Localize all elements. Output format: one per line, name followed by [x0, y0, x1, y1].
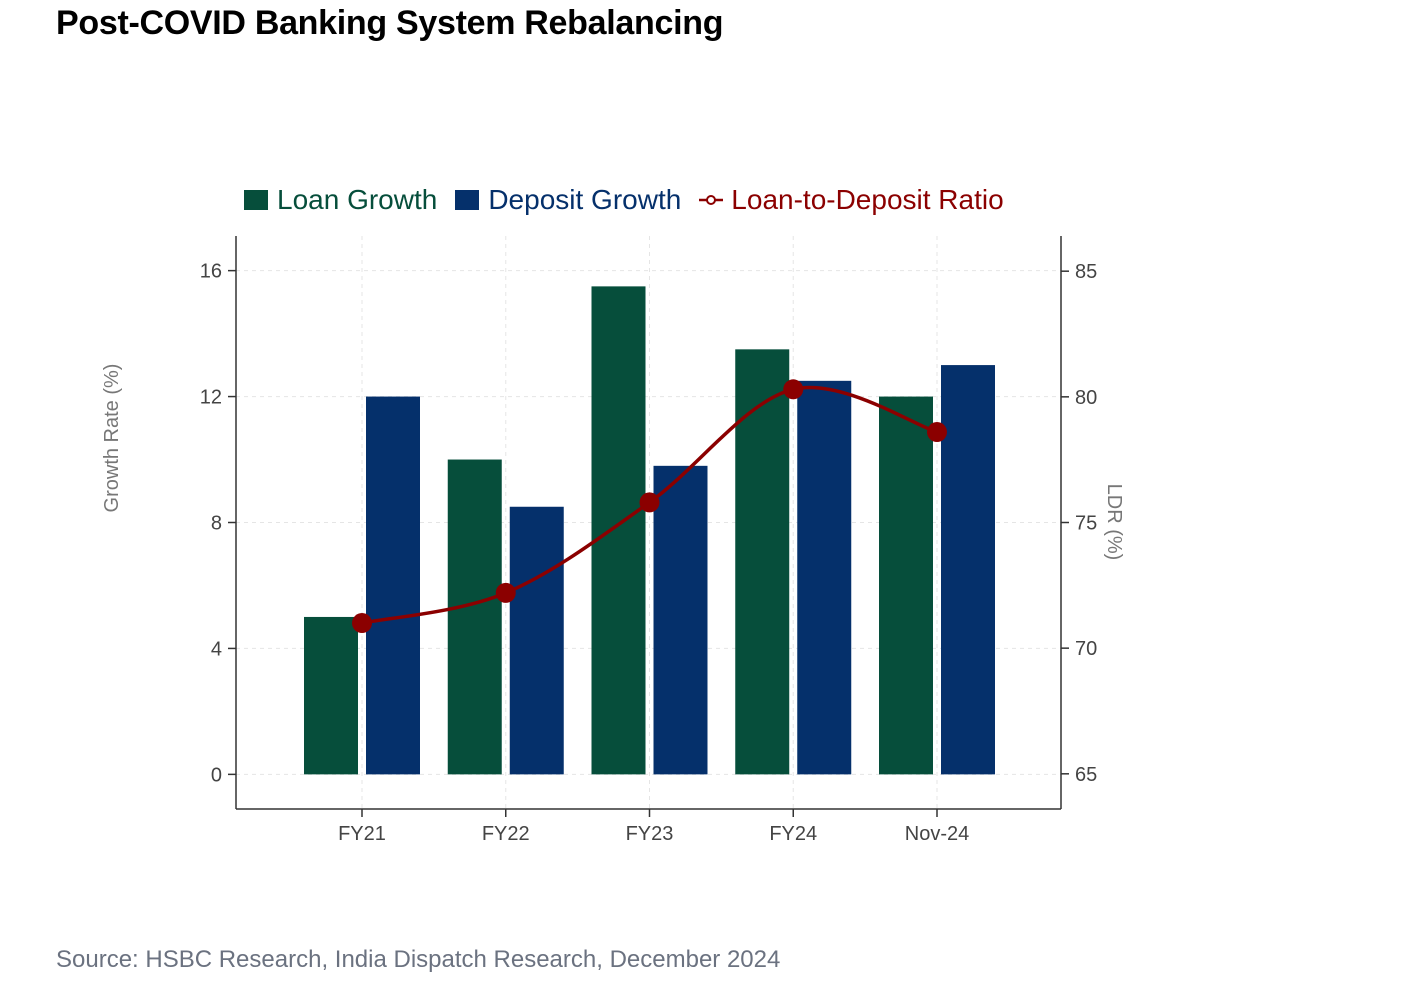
legend-swatch-loan-growth — [244, 190, 268, 210]
x-tick-label: FY23 — [626, 823, 674, 845]
bar-loan-growth — [591, 286, 646, 775]
y-tick-label-left: 16 — [200, 261, 222, 283]
x-tick-label: FY24 — [769, 823, 817, 845]
axes — [228, 236, 1069, 817]
axis-labels: 0 4 8 12 16 65 70 75 80 85 FY21 FY22 FY23 FY24 Nov-24 G… — [101, 261, 1125, 845]
legend-swatch-ldr — [699, 190, 724, 210]
bar-deposit-growth — [941, 365, 995, 775]
bar-deposit-growth — [797, 380, 852, 775]
y-axis-title-left: Growth Rate (%) — [101, 364, 123, 513]
legend-label-loan-growth: Loan Growth — [277, 184, 438, 215]
ldr-point — [927, 422, 947, 443]
bar-loan-growth — [879, 396, 933, 775]
ldr-line-layer — [352, 379, 947, 634]
ldr-point — [783, 379, 804, 400]
legend-label-ldr: Loan-to-Deposit Ratio — [731, 184, 1004, 215]
page-title: Post-COVID Banking System Rebalancing — [56, 4, 724, 42]
bar-loan-growth — [304, 616, 358, 775]
x-tick-label: FY22 — [482, 823, 530, 845]
bar-deposit-growth — [366, 396, 420, 775]
y-tick-label-right: 65 — [1075, 764, 1097, 786]
legend-item-ldr: Loan-to-Deposit Ratio — [699, 184, 1004, 216]
gridlines — [236, 236, 1061, 809]
bar-deposit-growth — [653, 465, 708, 775]
x-tick-label: Nov-24 — [905, 823, 969, 845]
ldr-point — [495, 582, 516, 603]
y-tick-label-right: 75 — [1075, 513, 1097, 535]
y-axis-title-right: LDR (%) — [1103, 484, 1125, 561]
y-tick-label-left: 8 — [211, 513, 222, 535]
bar-deposit-growth — [509, 506, 564, 775]
y-tick-label-right: 70 — [1075, 638, 1097, 660]
legend-label-deposit-growth: Deposit Growth — [488, 184, 682, 215]
y-tick-label-left: 0 — [211, 764, 222, 786]
bar-loan-growth — [735, 349, 790, 775]
bar-loan-growth — [447, 459, 502, 775]
legend-item-loan-growth: Loan Growth — [244, 184, 437, 216]
y-tick-label-right: 80 — [1075, 387, 1097, 409]
y-tick-label-left: 4 — [211, 638, 222, 660]
source-note: Source: HSBC Research, India Dispatch Re… — [56, 946, 781, 973]
y-tick-label-right: 85 — [1075, 261, 1097, 283]
y-tick-label-left: 12 — [200, 387, 222, 409]
chart-legend: Loan Growth Deposit Growth Loan-to-Depos… — [244, 184, 1022, 216]
bars — [304, 286, 995, 775]
legend-swatch-deposit-growth — [455, 190, 480, 210]
ldr-point — [352, 613, 372, 634]
legend-item-deposit-growth: Deposit Growth — [455, 184, 681, 216]
x-tick-label: FY21 — [338, 823, 386, 845]
ldr-point — [639, 492, 660, 513]
